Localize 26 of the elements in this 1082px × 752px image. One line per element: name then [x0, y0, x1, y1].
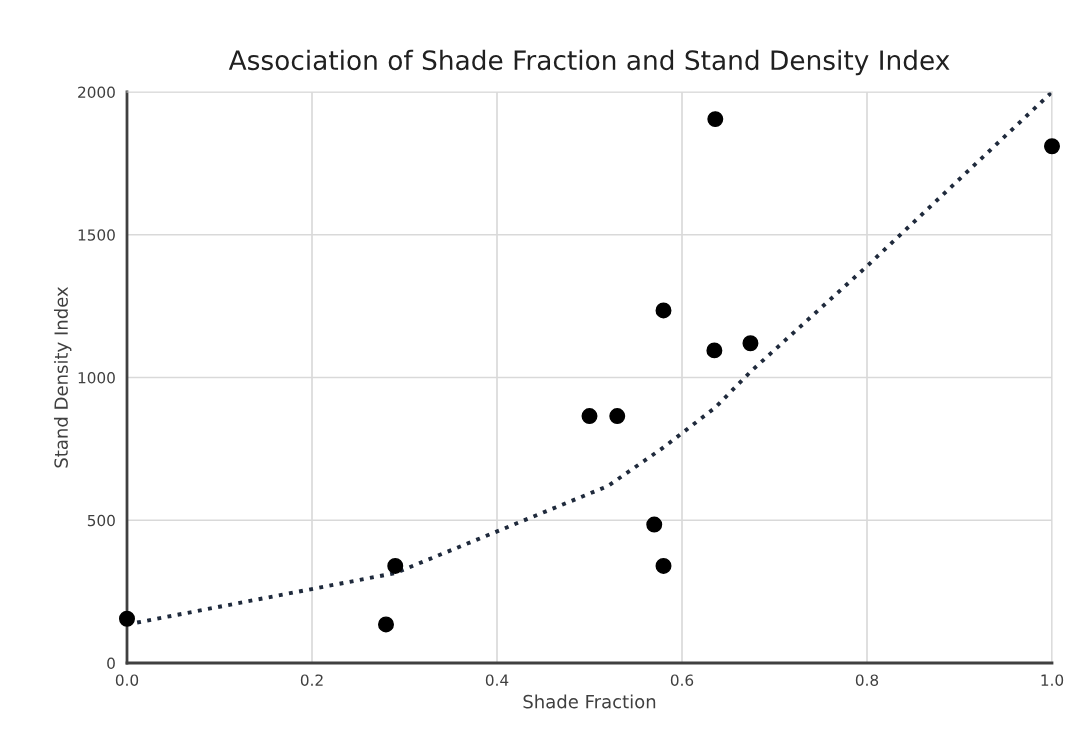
- point: [378, 616, 394, 633]
- point: [581, 408, 598, 425]
- x-tick-label: 0.0: [115, 674, 139, 686]
- point: [706, 342, 723, 359]
- x-tick-label: 0.6: [670, 674, 694, 686]
- point: [742, 335, 759, 352]
- point: [655, 302, 672, 319]
- point: [387, 557, 404, 574]
- point: [1044, 138, 1060, 155]
- chart-title: Association of Shade Fraction and Stand Density Index: [228, 49, 950, 76]
- point: [119, 610, 135, 627]
- y-tick-label: 2000: [78, 86, 115, 99]
- point: [609, 408, 626, 425]
- y-tick-label: 500: [87, 514, 115, 527]
- point: [655, 557, 672, 574]
- x-tick-label: 0.4: [485, 674, 509, 686]
- x-tick-label: 0.8: [855, 674, 879, 686]
- y-axis-title: Stand Density Index: [53, 286, 72, 468]
- x-axis-title: Shade Fraction: [523, 694, 656, 709]
- x-tick-label: 1.0: [1041, 674, 1064, 686]
- point: [707, 111, 724, 128]
- y-tick-label: 1500: [78, 229, 115, 241]
- y-tick-label: 1000: [78, 371, 115, 384]
- x-tick-label: 0.2: [300, 674, 323, 686]
- y-tick-label: 0: [107, 657, 115, 670]
- point: [646, 516, 663, 533]
